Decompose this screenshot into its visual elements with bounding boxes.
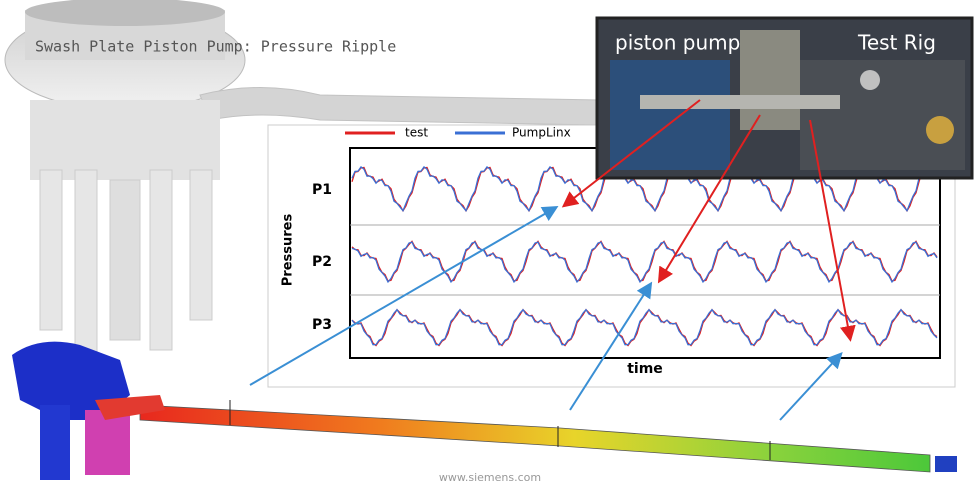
callout-arrows xyxy=(249,99,856,421)
photo-label: Test Rig xyxy=(857,31,936,55)
watermark: www.siemens.com xyxy=(439,471,541,484)
pump-render xyxy=(4,0,601,361)
pump-model xyxy=(12,341,957,480)
pressure-traces xyxy=(351,165,938,347)
x-axis-label: time xyxy=(627,361,663,377)
photo-inset: piston pump Test Rig xyxy=(595,16,974,180)
row-label: P3 xyxy=(312,317,332,333)
trace xyxy=(351,241,938,284)
legend-label: test xyxy=(405,126,428,140)
row-label: P1 xyxy=(312,182,332,198)
trace xyxy=(351,308,938,346)
trace xyxy=(351,165,938,212)
plot-frame xyxy=(349,147,941,359)
title: Swash Plate Piston Pump: Pressure Ripple xyxy=(35,38,396,56)
photo-label: piston pump xyxy=(615,31,740,55)
legend-label: PumpLinx xyxy=(512,126,571,140)
row-label: P2 xyxy=(312,254,332,270)
y-axis-label: Pressures xyxy=(281,214,296,287)
